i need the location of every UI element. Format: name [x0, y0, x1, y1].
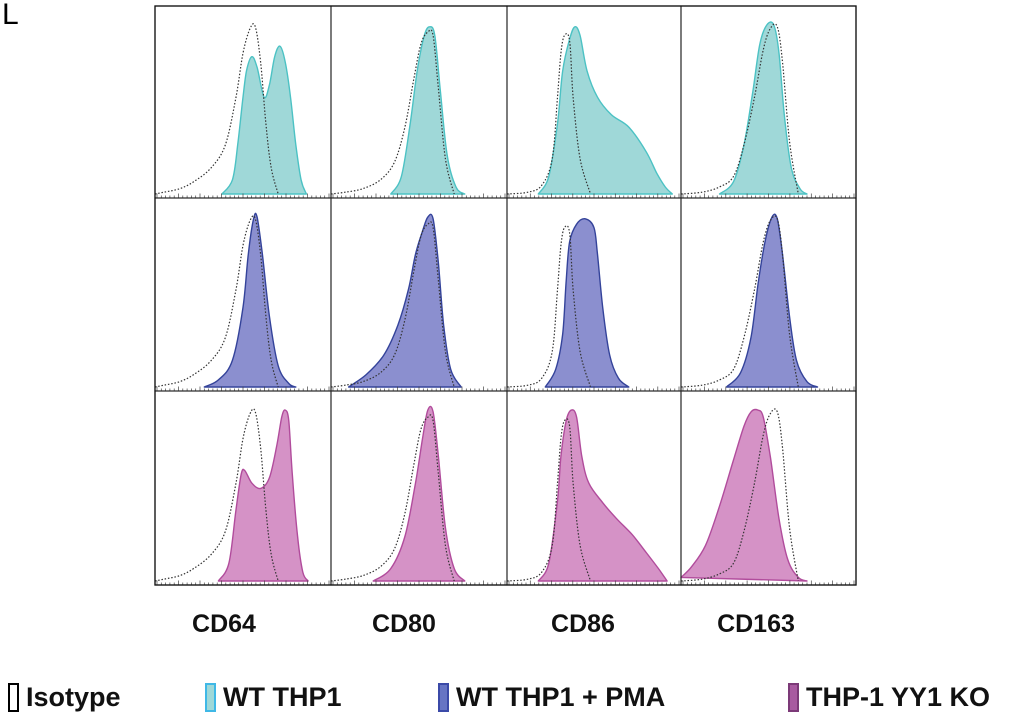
isotype-curve-wt-thp1-pma-cd64: [154, 215, 279, 388]
x-ticks-wt-thp1-cd86: [508, 193, 680, 198]
legend-item-isotype: Isotype: [8, 672, 121, 722]
isotype-curve-thp-1-yy1-ko-cd64: [154, 408, 279, 582]
x-ticks-wt-thp1-pma-cd163: [682, 386, 855, 391]
panel-wt-thp1-cd64: [154, 5, 332, 199]
x-ticks-thp-1-yy1-ko-cd163: [682, 580, 855, 585]
column-label-cd80: CD80: [372, 610, 436, 638]
x-ticks-thp-1-yy1-ko-cd80: [332, 580, 506, 585]
histogram-wt-thp1-cd86: [537, 26, 673, 195]
legend-label-isotype: Isotype: [26, 681, 121, 712]
panel-wt-thp1-pma-cd86: [506, 197, 682, 392]
histogram-thp-1-yy1-ko-cd64: [217, 409, 309, 582]
legend-label-wt-thp1-pma: WT THP1 + PMA: [456, 681, 666, 712]
histogram-wt-thp1-pma-cd86: [544, 218, 630, 388]
x-ticks-wt-thp1-cd163: [682, 193, 855, 198]
panel-wt-thp1-cd86: [506, 5, 682, 199]
panel-wt-thp1-cd80: [330, 5, 508, 199]
panel-wt-thp1-pma-cd64: [154, 197, 332, 392]
panel-thp-1-yy1-ko-cd80: [330, 390, 508, 586]
panel-letter: L: [2, 0, 19, 31]
histogram-thp-1-yy1-ko-cd80: [372, 405, 466, 582]
column-label-cd64: CD64: [192, 610, 256, 638]
column-label-cd86: CD86: [551, 610, 615, 638]
histogram-wt-thp1-pma-cd163: [725, 213, 819, 388]
histogram-thp-1-yy1-ko-cd163: [680, 408, 808, 582]
histogram-thp-1-yy1-ko-cd86: [537, 409, 668, 582]
column-label-cd163: CD163: [717, 610, 795, 638]
panel-wt-thp1-pma-cd163: [680, 197, 857, 392]
panel-wt-thp1-cd163: [680, 5, 857, 199]
panel-thp-1-yy1-ko-cd163: [680, 390, 857, 586]
isotype-curve-wt-thp1-pma-cd80: [330, 221, 455, 388]
x-ticks-wt-thp1-pma-cd86: [508, 386, 680, 391]
x-ticks-wt-thp1-cd64: [156, 193, 330, 198]
legend-label-wt-thp1: WT THP1: [223, 681, 342, 712]
legend-item-wt-thp1: WT THP1: [205, 672, 342, 722]
x-ticks-thp-1-yy1-ko-cd86: [508, 580, 680, 585]
isotype-curve-thp-1-yy1-ko-cd163: [680, 408, 799, 582]
isotype-curve-wt-thp1-cd64: [154, 23, 279, 195]
histogram-wt-thp1-pma-cd80: [347, 213, 462, 388]
histogram-wt-thp1-cd80: [390, 26, 466, 195]
histogram-wt-thp1-pma-cd64: [203, 212, 297, 388]
isotype-curve-wt-thp1-pma-cd163: [680, 215, 799, 388]
panel-thp-1-yy1-ko-cd64: [154, 390, 332, 586]
legend-swatch-wt-thp1-pma: [438, 682, 449, 712]
legend-swatch-isotype: [8, 682, 19, 712]
legend-item-wt-thp1-pma: WT THP1 + PMA: [438, 672, 665, 722]
isotype-curve-wt-thp1-cd163: [680, 23, 799, 195]
isotype-curve-thp-1-yy1-ko-cd86: [506, 418, 592, 582]
x-ticks-wt-thp1-cd80: [332, 193, 506, 198]
isotype-curve-wt-thp1-cd80: [330, 29, 455, 195]
legend: Isotype WT THP1 WT THP1 + PMA THP-1 YY1 …: [0, 672, 1034, 722]
x-ticks-wt-thp1-pma-cd80: [332, 386, 506, 391]
isotype-curve-wt-thp1-cd86: [506, 33, 592, 195]
legend-swatch-wt-thp1: [205, 682, 216, 712]
histogram-wt-thp1-cd163: [718, 21, 808, 195]
legend-item-thp1-yy1-ko: THP-1 YY1 KO: [788, 672, 990, 722]
histogram-wt-thp1-cd64: [221, 45, 308, 195]
grid-frame: [154, 5, 857, 586]
legend-swatch-thp1-yy1-ko: [788, 682, 799, 712]
x-ticks-wt-thp1-pma-cd64: [156, 386, 330, 391]
panel-wt-thp1-pma-cd80: [330, 197, 508, 392]
histogram-grid: CD64 CD80 CD86 CD163: [154, 5, 857, 638]
panel-thp-1-yy1-ko-cd86: [506, 390, 682, 586]
legend-label-thp1-yy1-ko: THP-1 YY1 KO: [806, 681, 991, 712]
isotype-curve-wt-thp1-pma-cd86: [506, 225, 592, 388]
x-ticks-thp-1-yy1-ko-cd64: [156, 580, 330, 585]
